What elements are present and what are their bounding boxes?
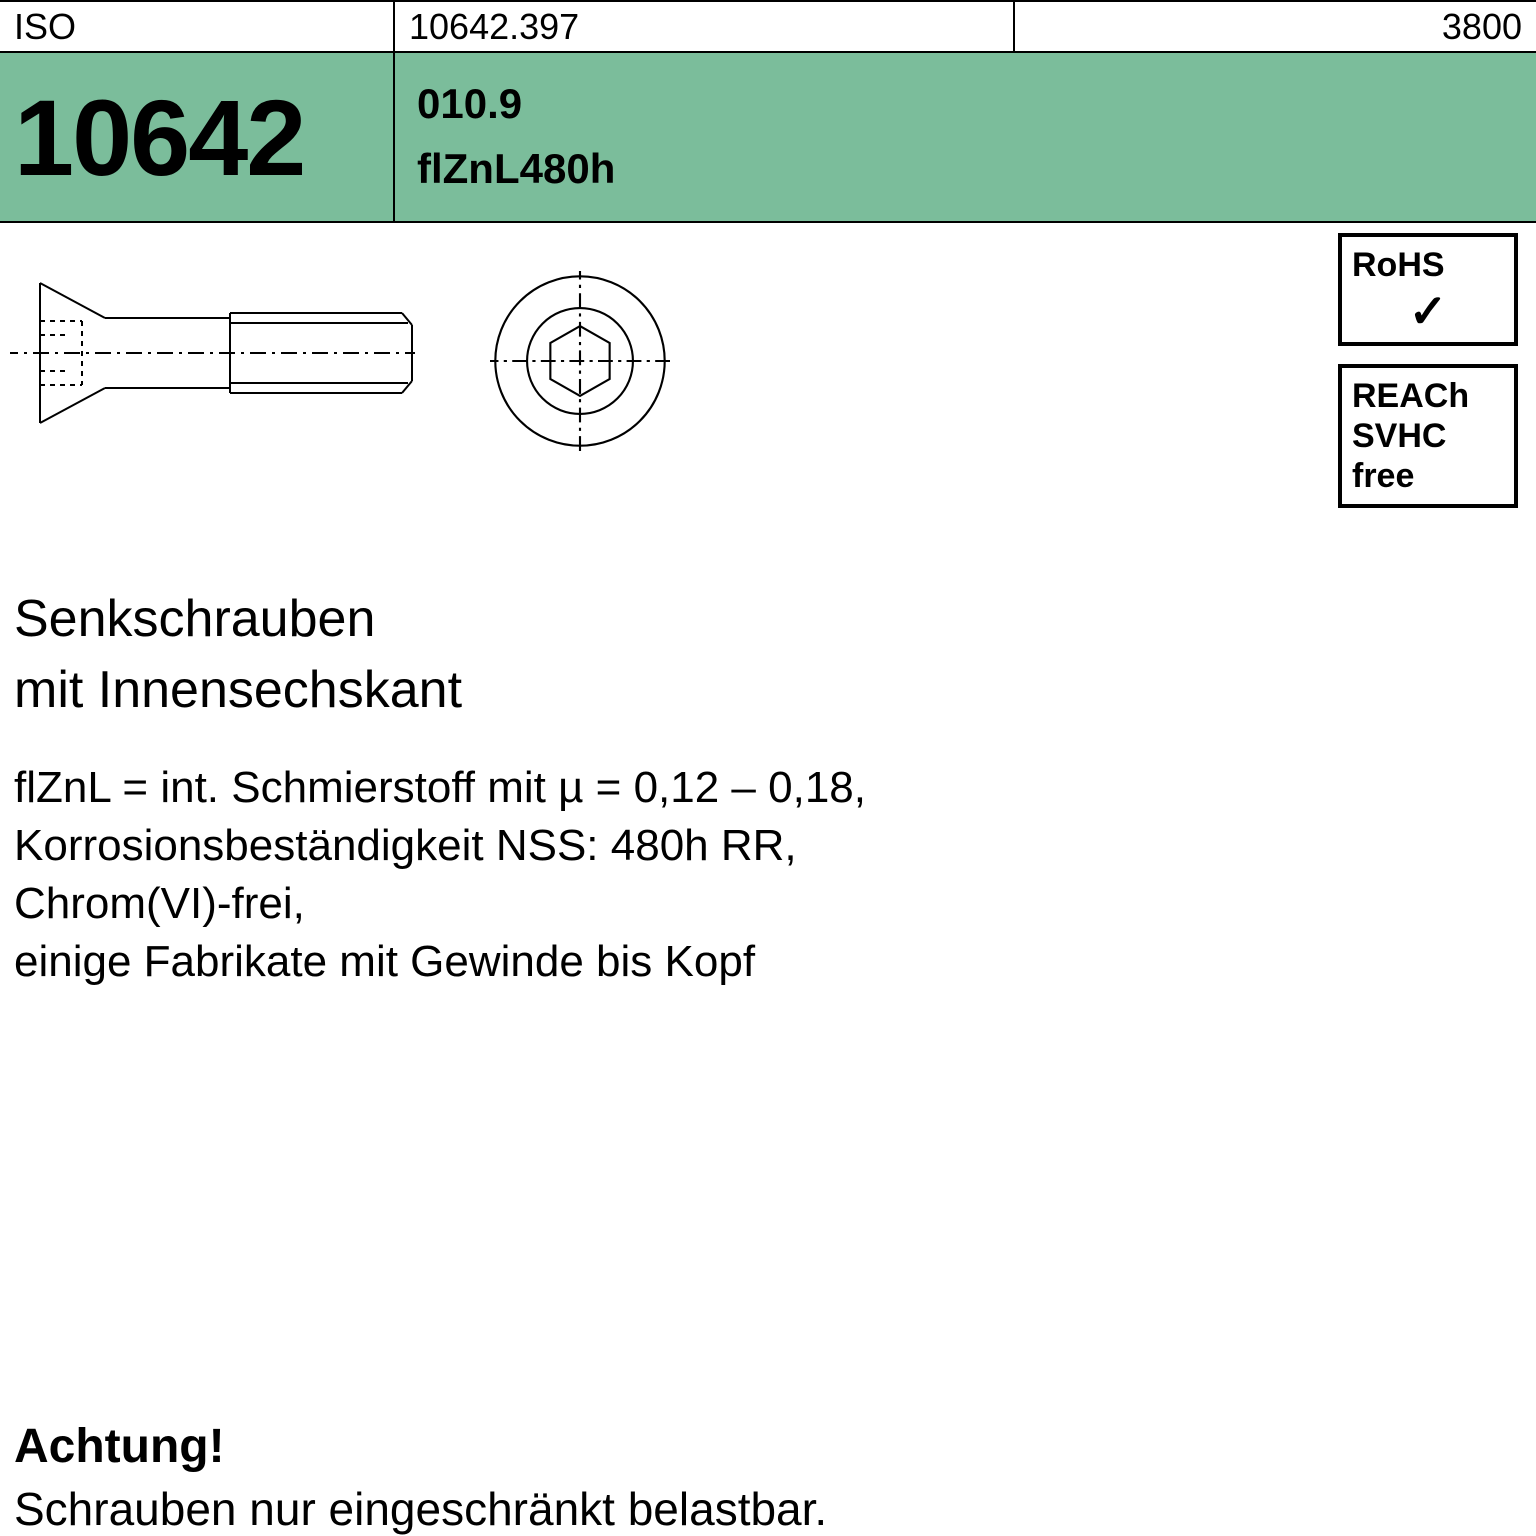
header-row: ISO 10642.397 3800 <box>0 0 1536 53</box>
header-partcode: 10642.397 <box>395 2 1015 51</box>
desc-line-4: einige Fabrikate mit Gewinde bis Kopf <box>14 933 1522 991</box>
warning-block: Achtung! Schrauben nur eingeschränkt bel… <box>0 1419 1536 1536</box>
header-code: 3800 <box>1015 2 1536 51</box>
reach-badge: REACh SVHC free <box>1338 364 1518 508</box>
screw-top-icon <box>490 271 670 451</box>
product-title-2: mit Innensechskant <box>14 656 1522 725</box>
reach-line3: free <box>1352 456 1504 496</box>
part-number-cell: 10642 <box>0 53 395 221</box>
header-iso: ISO <box>0 2 395 51</box>
desc-line-3: Chrom(VI)-frei, <box>14 875 1522 933</box>
part-number: 10642 <box>14 75 304 200</box>
reach-line1: REACh <box>1352 376 1504 416</box>
rohs-badge: RoHS ✓ <box>1338 233 1518 345</box>
desc-line-2: Korrosionsbeständigkeit NSS: 480h RR, <box>14 817 1522 875</box>
diagram-area: RoHS ✓ REACh SVHC free <box>0 223 1536 513</box>
spec-cell: 010.9 flZnL480h <box>395 53 1536 221</box>
reach-line2: SVHC <box>1352 416 1504 456</box>
description-block: Senkschrauben mit Innensechskant flZnL =… <box>0 585 1536 991</box>
rohs-label: RoHS <box>1352 246 1445 284</box>
desc-line-1: flZnL = int. Schmierstoff mit µ = 0,12 –… <box>14 759 1522 817</box>
warning-title: Achtung! <box>14 1419 1522 1474</box>
screw-side-icon <box>10 263 415 443</box>
spec-grade: 010.9 <box>417 71 1522 136</box>
check-icon: ✓ <box>1352 288 1504 334</box>
spec-band: 10642 010.9 flZnL480h <box>0 53 1536 223</box>
warning-text: Schrauben nur eingeschränkt belastbar. <box>14 1482 1522 1536</box>
spec-coating: flZnL480h <box>417 136 1522 201</box>
compliance-badges: RoHS ✓ REACh SVHC free <box>1338 233 1518 507</box>
product-title-1: Senkschrauben <box>14 585 1522 654</box>
